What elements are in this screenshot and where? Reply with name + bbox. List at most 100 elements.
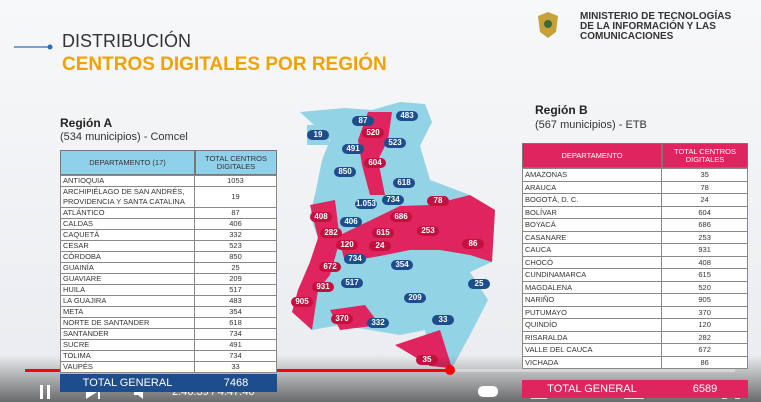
map-badge: 332 [367,318,389,328]
map-badge: 282 [320,228,342,238]
name-cell: ANTIOQUIA [60,175,195,187]
map-badge: 370 [331,314,353,324]
map-badge: 33 [432,315,454,325]
value-cell: 408 [661,255,748,269]
name-cell: BOGOTÁ, D. C. [521,193,663,207]
table-row: GUAVIARE 209 [60,273,278,285]
progress-knob[interactable] [445,365,455,375]
value-cell: 523 [193,240,278,252]
name-cell: VICHADA [521,355,663,369]
value-cell: 483 [193,295,278,307]
total-cell: TOTAL GENERAL [547,383,637,395]
name-cell: ARAUCA [521,180,663,194]
value-cell: 370 [661,305,748,319]
name-cell: BOYACÁ [521,218,663,232]
value-cell: 491 [193,339,278,351]
value-cell: 33 [193,361,278,373]
autoplay-toggle[interactable] [478,386,498,397]
name-cell: CASANARE [521,230,663,244]
map-badge: 24 [369,241,391,251]
header-cell: TOTAL CENTROS DIGITALES [195,150,277,175]
name-cell: BOLÍVAR [521,205,663,219]
map-badge: 209 [404,293,426,303]
value-cell: 615 [661,268,748,282]
value-cell: 734 [193,350,278,362]
name-cell: ARCHIPIÉLAGO DE SAN ANDRÉS, PROVIDENCIA … [60,186,195,208]
name-cell: TOLIMA [60,350,195,362]
value-cell: 120 [661,318,748,332]
map-badge: 686 [390,212,412,222]
map-badge: 491 [342,144,364,154]
table-row: SUCRE 491 [60,339,278,351]
ministry-line: DE LA INFORMACIÓN Y LAS [580,21,716,32]
header-cell: TOTAL CENTROS DIGITALES [662,143,748,168]
table-row: AMAZONAS 35 [521,168,748,182]
name-cell: MAGDALENA [521,280,663,294]
region-b-note: (567 municipios) - ETB [535,119,647,131]
value-cell: 905 [661,293,748,307]
total-row: TOTAL GENERAL 7468 [60,374,277,392]
value-cell: 850 [193,251,278,263]
map-badge: 87 [352,116,374,126]
name-cell: CAUCA [521,243,663,257]
ministry-line: COMUNICACIONES [580,31,674,42]
total-cell: 7468 [223,377,249,389]
name-cell: QUINDÍO [521,318,663,332]
table-row: BOGOTÁ, D. C. 24 [521,193,748,207]
map-badge: 734 [344,254,366,264]
table-row: ATLÁNTICO 87 [60,207,278,219]
name-cell: CHOCÓ [521,255,663,269]
name-cell: NORTE DE SANTANDER [60,317,195,329]
table-row: ARCHIPIÉLAGO DE SAN ANDRÉS, PROVIDENCIA … [60,186,278,208]
value-cell: 35 [661,168,748,182]
table-row: VICHADA 86 [521,355,748,369]
table-row: CAUCA 931 [521,243,748,257]
total-row: TOTAL GENERAL 6589 [522,380,748,398]
map-badge: 78 [427,196,449,206]
value-cell: 520 [661,280,748,294]
region-b-name: Región B [535,103,588,117]
table-row: CESAR 523 [60,240,278,252]
value-cell: 86 [661,355,748,369]
coat-of-arms [538,12,558,38]
value-cell: 209 [193,273,278,285]
name-cell: GUAINÍA [60,262,195,274]
map-badge: 520 [362,128,384,138]
table-row: BOLÍVAR 604 [521,205,748,219]
header-cell: DEPARTAMENTO [522,143,662,168]
table-row: META 354 [60,306,278,318]
value-cell: 406 [193,218,278,230]
pause-button[interactable] [40,385,50,399]
name-cell: LA GUAJIRA [60,295,195,307]
map-badge: 517 [341,278,363,288]
map-badge: 19 [307,130,329,140]
table-row: NARIÑO 905 [521,293,748,307]
value-cell: 332 [193,229,278,241]
value-cell: 25 [193,262,278,274]
name-cell: CAQUETÁ [60,229,195,241]
header-cell: DEPARTAMENTO (17) [60,150,195,175]
table-row: BOYACÁ 686 [521,218,748,232]
table-header: DEPARTAMENTO TOTAL CENTROS DIGITALES [522,143,748,168]
map-badge: 523 [384,138,406,148]
table-row: PUTUMAYO 370 [521,305,748,319]
value-cell: 253 [661,230,748,244]
region-a-note: (534 municipios) - Comcel [60,131,188,143]
table-row: CAQUETÁ 332 [60,229,278,241]
slide-subtitle: CENTROS DIGITALES POR REGIÓN [62,54,387,75]
table-row: CUNDINAMARCA 615 [521,268,748,282]
name-cell: ATLÁNTICO [60,207,195,219]
table-row: CALDAS 406 [60,218,278,230]
value-cell: 672 [661,343,748,357]
name-cell: VALLE DEL CAUCA [521,343,663,357]
table-row: QUINDÍO 120 [521,318,748,332]
name-cell: AMAZONAS [521,168,663,182]
name-cell: CALDAS [60,218,195,230]
map-badge: 35 [416,355,438,365]
value-cell: 282 [661,330,748,344]
map-badge: 408 [310,212,332,222]
slide-title: DISTRIBUCIÓN [62,31,192,51]
map-badge: 86 [462,239,484,249]
name-cell: CUNDINAMARCA [521,268,663,282]
